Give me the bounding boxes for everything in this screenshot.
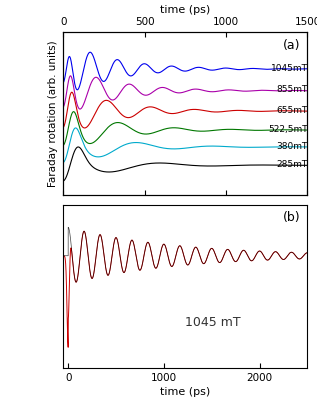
Text: 655mT: 655mT [276, 106, 307, 115]
Text: (a): (a) [283, 39, 300, 52]
X-axis label: time (ps): time (ps) [160, 5, 210, 15]
Text: (b): (b) [282, 211, 300, 224]
Text: 522,5mT: 522,5mT [268, 125, 307, 134]
Text: 1045mT: 1045mT [270, 64, 307, 73]
Y-axis label: Faraday rotation (arb. units): Faraday rotation (arb. units) [48, 40, 58, 187]
Text: 285mT: 285mT [276, 160, 307, 169]
Text: 1045 mT: 1045 mT [185, 316, 241, 328]
Text: 855mT: 855mT [276, 86, 307, 95]
X-axis label: time (ps): time (ps) [160, 387, 210, 397]
Text: 380mT: 380mT [276, 142, 307, 151]
